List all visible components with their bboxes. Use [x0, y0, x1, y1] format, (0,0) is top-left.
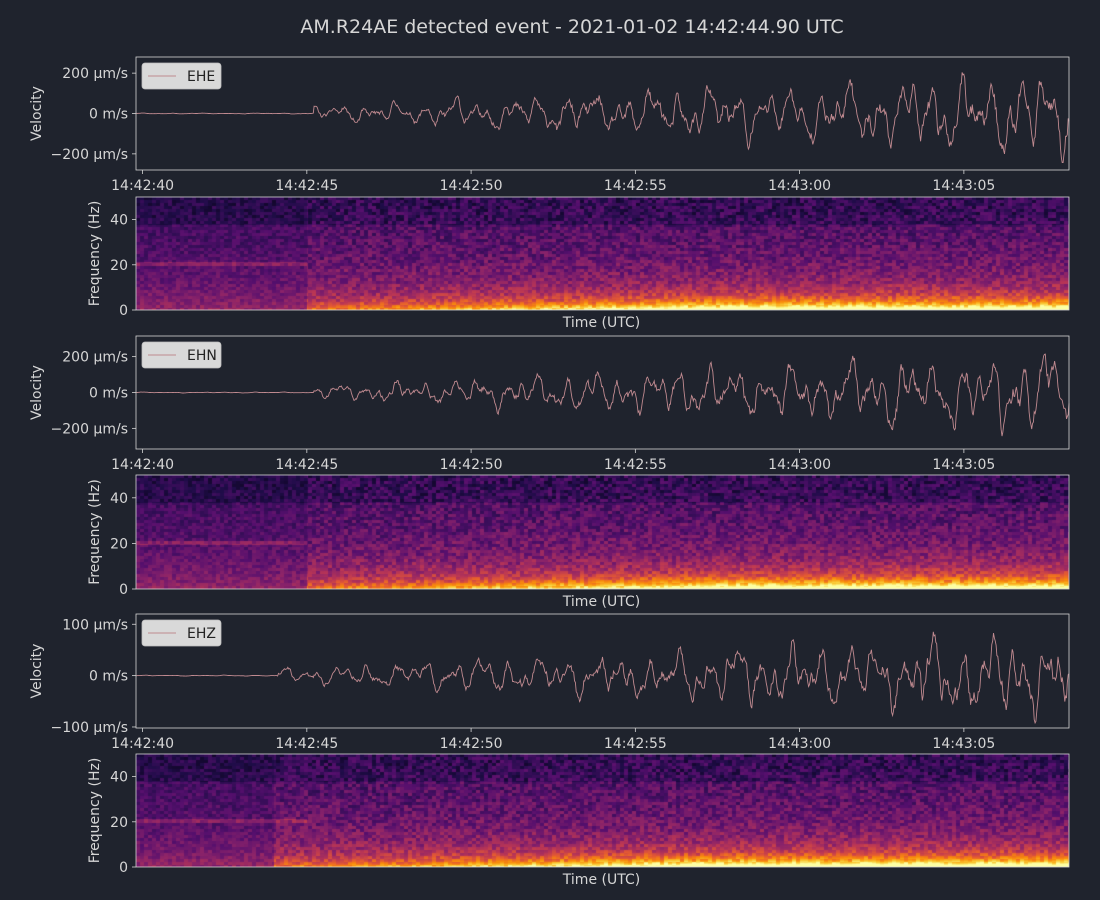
x-tick-label: 14:43:05: [932, 736, 995, 752]
x-tick-label: 14:42:45: [275, 736, 338, 752]
y-tick-label: −200 µm/s: [51, 421, 128, 437]
x-tick-label: 14:43:00: [768, 736, 831, 752]
x-tick-label: 14:42:55: [604, 736, 667, 752]
legend-label: EHZ: [187, 626, 216, 642]
spectrogram-ehz: [136, 754, 1069, 867]
y-tick-label: −200 µm/s: [51, 147, 128, 163]
x-tick-label: 14:43:05: [932, 457, 995, 473]
panel-ehz-spectrogram: 0 20 40 Frequency (Hz) Time (UTC): [87, 753, 1070, 888]
x-tick-label: 14:42:40: [111, 736, 174, 752]
y-tick-label: 40: [110, 213, 128, 229]
x-axis-label: Time (UTC): [562, 872, 640, 888]
y-tick-label: 20: [110, 536, 128, 552]
x-tick-label: 14:42:50: [440, 178, 503, 194]
legend-label: EHN: [187, 348, 217, 364]
x-tick-label: 14:42:40: [111, 457, 174, 473]
x-tick-label: 14:43:00: [768, 178, 831, 194]
y-tick-label: 40: [110, 770, 128, 786]
x-axis-label: Time (UTC): [562, 315, 640, 331]
x-tick-label: 14:42:45: [275, 457, 338, 473]
legend-box: [141, 619, 222, 647]
y-tick-label: 20: [110, 815, 128, 831]
x-tick-label: 14:42:55: [604, 178, 667, 194]
y-tick-label: 200 µm/s: [62, 66, 128, 82]
y-tick-label: 100 µm/s: [62, 617, 128, 633]
waveform-trace-ehe: [135, 72, 1070, 164]
legend: EHZ: [141, 619, 222, 647]
y-tick-label: 20: [110, 258, 128, 274]
panels: 200 µm/s 0 m/s −200 µm/s 14:42:40 14:42:45 14…: [29, 56, 1070, 888]
x-axis-label: Time (UTC): [562, 594, 640, 610]
legend-box: [141, 62, 222, 90]
y-tick-label: 0: [119, 303, 128, 319]
legend-box: [141, 341, 222, 369]
y-tick-label: 200 µm/s: [62, 350, 128, 366]
figure-title: AM.R24AE detected event - 2021-01-02 14:…: [300, 16, 843, 38]
x-tick-label: 14:42:45: [275, 178, 338, 194]
panel-ehn-waveform: 200 µm/s 0 m/s −200 µm/s 14:42:40 14:42:45 14…: [29, 335, 1070, 473]
y-tick-label: −100 µm/s: [51, 720, 128, 736]
y-tick-label: 0 m/s: [89, 107, 128, 123]
legend-label: EHE: [187, 69, 215, 85]
x-tick-label: 14:43:05: [932, 178, 995, 194]
x-tick-label: 14:42:55: [604, 457, 667, 473]
panel-ehe-spectrogram: 0 20 40 Frequency (Hz) Time (UTC): [87, 196, 1070, 331]
waveform-trace-ehz: [135, 631, 1070, 725]
legend: EHE: [141, 62, 222, 90]
waveform-trace-ehn: [136, 353, 1070, 437]
y-tick-label: 40: [110, 491, 128, 507]
axes-frame: [135, 753, 1070, 868]
y-axis-label: Frequency (Hz): [87, 758, 103, 864]
y-tick-label: 0: [119, 860, 128, 876]
y-tick-label: 0 m/s: [89, 386, 128, 402]
y-axis-label: Velocity: [29, 86, 45, 141]
axes-frame: [135, 474, 1070, 590]
axes-frame: [135, 196, 1070, 311]
y-tick-label: 0 m/s: [89, 669, 128, 685]
spectrogram-ehe: [136, 197, 1069, 310]
y-axis-label: Velocity: [29, 365, 45, 420]
x-tick-label: 14:42:50: [440, 736, 503, 752]
axes-frame: [135, 613, 1070, 729]
x-tick-label: 14:43:00: [768, 457, 831, 473]
y-tick-label: 0: [119, 582, 128, 598]
panel-ehe-waveform: 200 µm/s 0 m/s −200 µm/s 14:42:40 14:42:45 14…: [29, 56, 1070, 194]
legend: EHN: [141, 341, 222, 369]
panel-ehn-spectrogram: 0 20 40 Frequency (Hz) Time (UTC): [87, 474, 1070, 610]
panel-ehz-waveform: 100 µm/s 0 m/s −100 µm/s14:42:40 14:42:45 14…: [29, 613, 1070, 752]
y-axis-label: Frequency (Hz): [87, 479, 103, 585]
x-tick-label: 14:42:50: [440, 457, 503, 473]
y-axis-label: Velocity: [29, 644, 45, 699]
spectrogram-ehn: [136, 475, 1069, 589]
x-tick-label: 14:42:40: [111, 178, 174, 194]
y-axis-label: Frequency (Hz): [87, 201, 103, 307]
